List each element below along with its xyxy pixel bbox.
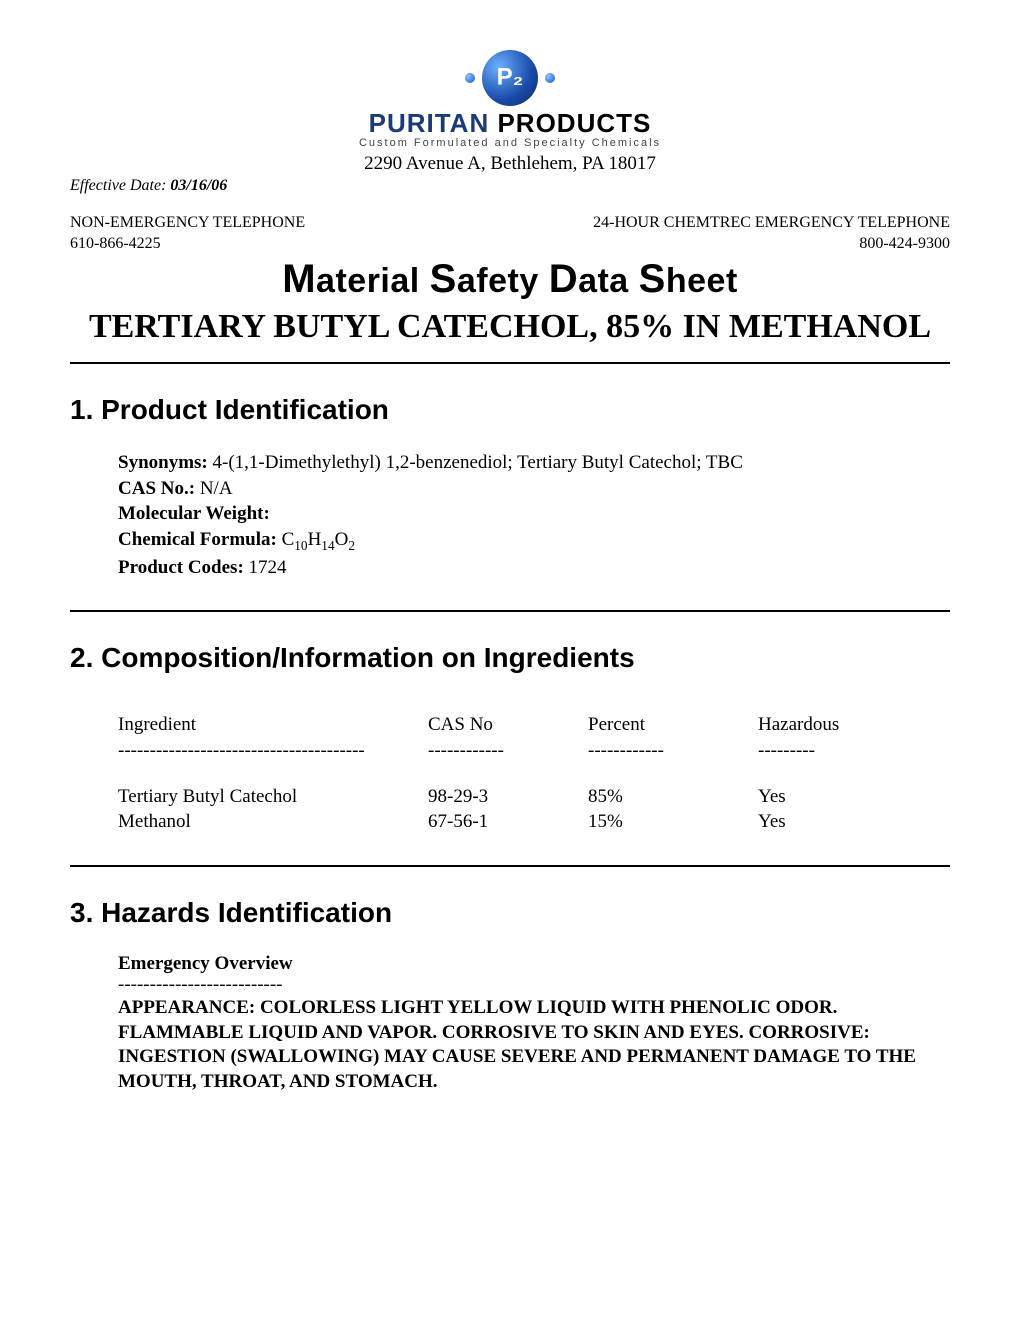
formula-label: Chemical Formula: — [118, 529, 282, 550]
phone-row: NON-EMERGENCY TELEPHONE 610-866-4225 24-… — [70, 213, 950, 255]
hdr-cas: CAS No — [428, 712, 588, 738]
section-2-heading: 2. Composition/Information on Ingredient… — [70, 642, 950, 674]
brand-tagline: Custom Formulated and Specialty Chemical… — [70, 137, 950, 149]
msds-afety: afety — [457, 262, 549, 300]
codes-row: Product Codes: 1724 — [118, 555, 950, 581]
mw-label: Molecular Weight: — [118, 503, 270, 524]
section-3-heading: 3. Hazards Identification — [70, 897, 950, 929]
dash-4: --------- — [758, 738, 878, 764]
brand-left: PURITAN — [369, 108, 490, 138]
cas-label: CAS No.: — [118, 478, 200, 499]
effective-date: Effective Date: 03/16/06 — [70, 177, 950, 195]
msds-aterial: aterial — [316, 262, 430, 300]
divider-2 — [70, 610, 950, 612]
phone-left: NON-EMERGENCY TELEPHONE 610-866-4225 — [70, 213, 305, 255]
phone-left-label: NON-EMERGENCY TELEPHONE — [70, 213, 305, 234]
hdr-ingredient: Ingredient — [118, 712, 428, 738]
synonyms-value: 4-(1,1-Dimethylethyl) 1,2-benzenediol; T… — [213, 452, 743, 473]
effective-date-value: 03/16/06 — [170, 177, 227, 194]
formula-sub1: 10 — [294, 538, 307, 553]
formula-c: C — [282, 529, 295, 550]
row0-haz: Yes — [758, 784, 878, 810]
formula-row: Chemical Formula: C10H14O2 — [118, 527, 950, 555]
hdr-percent: Percent — [588, 712, 758, 738]
section-1-body: Synonyms: 4-(1,1-Dimethylethyl) 1,2-benz… — [118, 450, 950, 580]
msds-heet: heet — [666, 262, 738, 300]
msds-d: D — [549, 257, 578, 301]
row0-pct: 85% — [588, 784, 758, 810]
emergency-overview-header: Emergency Overview — [118, 953, 950, 975]
msds-s2: S — [639, 257, 666, 301]
codes-label: Product Codes: — [118, 557, 249, 578]
mw-row: Molecular Weight: — [118, 501, 950, 527]
msds-title: Material Safety Data Sheet — [70, 257, 950, 302]
table-row: Methanol 67-56-1 15% Yes — [118, 809, 950, 835]
section-3-body: Emergency Overview ---------------------… — [118, 953, 950, 1095]
logo-dot-right — [545, 73, 555, 83]
synonyms-label: Synonyms: — [118, 452, 213, 473]
row1-haz: Yes — [758, 809, 878, 835]
phone-right-label: 24-HOUR CHEMTREC EMERGENCY TELEPHONE — [593, 213, 950, 234]
codes-value: 1724 — [249, 557, 287, 578]
emergency-overview-dash: -------------------------- — [118, 975, 950, 996]
section-1-heading: 1. Product Identification — [70, 394, 950, 426]
phone-left-number: 610-866-4225 — [70, 234, 305, 255]
table-row: Tertiary Butyl Catechol 98-29-3 85% Yes — [118, 784, 950, 810]
brand-right: PRODUCTS — [497, 108, 651, 138]
cas-row: CAS No.: N/A — [118, 476, 950, 502]
ingredients-table: Ingredient CAS No Percent Hazardous ----… — [118, 698, 950, 835]
row0-cas: 98-29-3 — [428, 784, 588, 810]
row1-pct: 15% — [588, 809, 758, 835]
formula-o: O — [335, 529, 349, 550]
msds-m: M — [282, 257, 316, 301]
row0-name: Tertiary Butyl Catechol — [118, 784, 428, 810]
msds-ata: ata — [578, 262, 639, 300]
logo-block: PURITAN PRODUCTS Custom Formulated and S… — [70, 50, 950, 149]
divider-3 — [70, 865, 950, 867]
msds-s1: S — [430, 257, 457, 301]
phone-right: 24-HOUR CHEMTREC EMERGENCY TELEPHONE 800… — [593, 213, 950, 255]
row1-cas: 67-56-1 — [428, 809, 588, 835]
dash-3: ------------ — [588, 738, 758, 764]
dash-2: ------------ — [428, 738, 588, 764]
formula-sub3: 2 — [348, 538, 355, 553]
logo-dot-left — [465, 73, 475, 83]
logo-circle-icon — [482, 50, 538, 106]
ingredients-header-row: Ingredient CAS No Percent Hazardous — [118, 712, 950, 738]
formula-sub2: 14 — [321, 538, 334, 553]
phone-right-number: 800-424-9300 — [593, 234, 950, 255]
emergency-overview-body: APPEARANCE: COLORLESS LIGHT YELLOW LIQUI… — [118, 996, 950, 1095]
dash-1: --------------------------------------- — [118, 738, 428, 764]
formula-h: H — [308, 529, 322, 550]
brand-name: PURITAN PRODUCTS — [70, 108, 950, 139]
ingredients-dash-row: --------------------------------------- … — [118, 738, 950, 764]
company-address: 2290 Avenue A, Bethlehem, PA 18017 — [70, 153, 950, 175]
effective-date-label: Effective Date: — [70, 177, 170, 194]
row1-name: Methanol — [118, 809, 428, 835]
cas-value: N/A — [200, 478, 233, 499]
product-title: TERTIARY BUTYL CATECHOL, 85% IN METHANOL — [70, 306, 950, 349]
synonyms-row: Synonyms: 4-(1,1-Dimethylethyl) 1,2-benz… — [118, 450, 950, 476]
hdr-hazardous: Hazardous — [758, 712, 878, 738]
divider-1 — [70, 362, 950, 364]
